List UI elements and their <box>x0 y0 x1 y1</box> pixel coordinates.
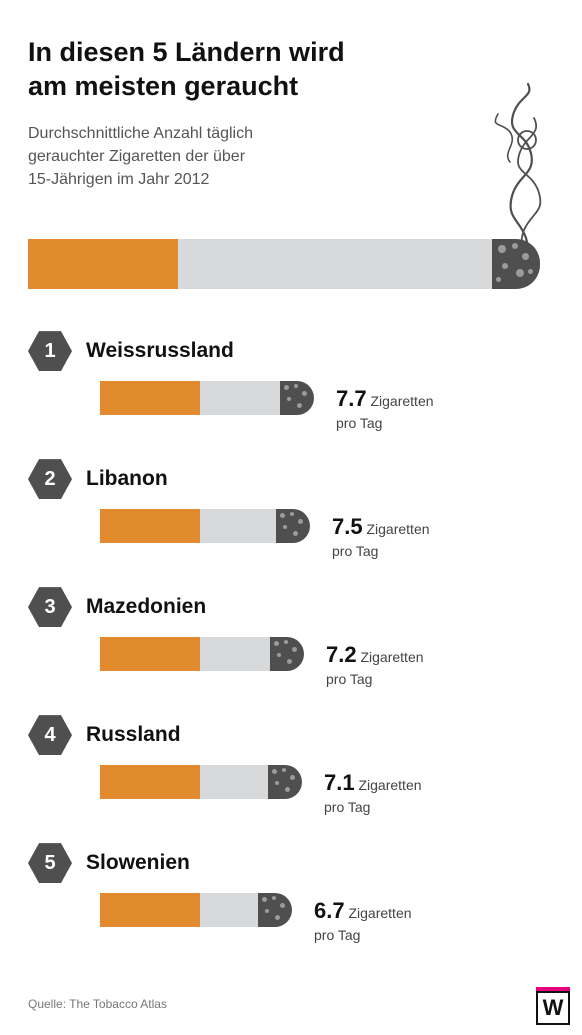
value-unit-1: Zigaretten <box>348 905 411 921</box>
cig-ash <box>258 893 292 927</box>
value-block: 7.5 Zigaretten pro Tag <box>332 513 430 560</box>
value-block: 6.7 Zigaretten pro Tag <box>314 897 412 944</box>
rank-badge: 2 <box>28 459 72 499</box>
brand-logo: W <box>536 991 570 1025</box>
cig-paper <box>200 509 276 543</box>
country-cigarette <box>100 765 302 799</box>
country-list: 1 Weissrussland 7.7 Zigaretten pro Tag 2 Liba… <box>0 329 582 969</box>
cig-ash <box>268 765 302 799</box>
value-unit-1: Zigaretten <box>366 521 429 537</box>
value-unit-2: pro Tag <box>332 543 378 559</box>
value-unit-1: Zigaretten <box>360 649 423 665</box>
cig-paper <box>200 893 258 927</box>
title-line-2: am meisten geraucht <box>28 71 298 101</box>
country-cigarette <box>100 637 304 671</box>
value-unit-1: Zigaretten <box>370 393 433 409</box>
subtitle-line-1: Durchschnittliche Anzahl täglich <box>28 125 253 142</box>
source-text: Quelle: The Tobacco Atlas <box>28 997 167 1011</box>
title-line-1: In diesen 5 Ländern wird <box>28 37 345 67</box>
value-unit-1: Zigaretten <box>358 777 421 793</box>
cig-filter <box>100 637 200 671</box>
cig-ash <box>280 381 314 415</box>
cig-paper <box>200 765 268 799</box>
value-unit-2: pro Tag <box>314 927 360 943</box>
country-name: Russland <box>86 723 181 747</box>
brand-logo-letter: W <box>543 995 564 1021</box>
cig-filter <box>100 509 200 543</box>
subtitle-line-3: 15-Jährigen im Jahr 2012 <box>28 171 209 188</box>
value-number: 7.2 <box>326 642 357 667</box>
cig-paper <box>178 239 492 289</box>
hero-cigarette <box>28 239 540 289</box>
cig-filter <box>100 893 200 927</box>
country-name: Libanon <box>86 467 168 491</box>
value-number: 7.5 <box>332 514 363 539</box>
value-number: 7.1 <box>324 770 355 795</box>
value-block: 7.7 Zigaretten pro Tag <box>336 385 434 432</box>
country-row: 5 Slowenien 6.7 Zigaretten pro Tag <box>28 841 582 969</box>
value-number: 7.7 <box>336 386 367 411</box>
country-row: 3 Mazedonien 7.2 Zigaretten pro Tag <box>28 585 582 713</box>
country-cigarette <box>100 893 292 927</box>
cig-paper <box>200 637 270 671</box>
cig-filter <box>28 239 178 289</box>
rank-badge: 5 <box>28 843 72 883</box>
cig-ash <box>276 509 310 543</box>
country-name: Slowenien <box>86 851 190 875</box>
country-row: 1 Weissrussland 7.7 Zigaretten pro Tag <box>28 329 582 457</box>
cig-filter <box>100 381 200 415</box>
rank-badge: 1 <box>28 331 72 371</box>
value-unit-2: pro Tag <box>324 799 370 815</box>
cig-filter <box>100 765 200 799</box>
value-unit-2: pro Tag <box>336 415 382 431</box>
country-row: 2 Libanon 7.5 Zigaretten pro Tag <box>28 457 582 585</box>
rank-badge: 3 <box>28 587 72 627</box>
country-cigarette <box>100 381 314 415</box>
cig-paper <box>200 381 280 415</box>
country-name: Weissrussland <box>86 339 234 363</box>
rank-badge: 4 <box>28 715 72 755</box>
subtitle-line-2: gerauchter Zigaretten der über <box>28 148 245 165</box>
cig-ash <box>492 239 540 289</box>
value-number: 6.7 <box>314 898 345 923</box>
subtitle: Durchschnittliche Anzahl täglich gerauch… <box>28 122 428 192</box>
country-name: Mazedonien <box>86 595 206 619</box>
value-unit-2: pro Tag <box>326 671 372 687</box>
country-row: 4 Russland 7.1 Zigaretten pro Tag <box>28 713 582 841</box>
country-cigarette <box>100 509 310 543</box>
value-block: 7.2 Zigaretten pro Tag <box>326 641 424 688</box>
cig-ash <box>270 637 304 671</box>
value-block: 7.1 Zigaretten pro Tag <box>324 769 422 816</box>
